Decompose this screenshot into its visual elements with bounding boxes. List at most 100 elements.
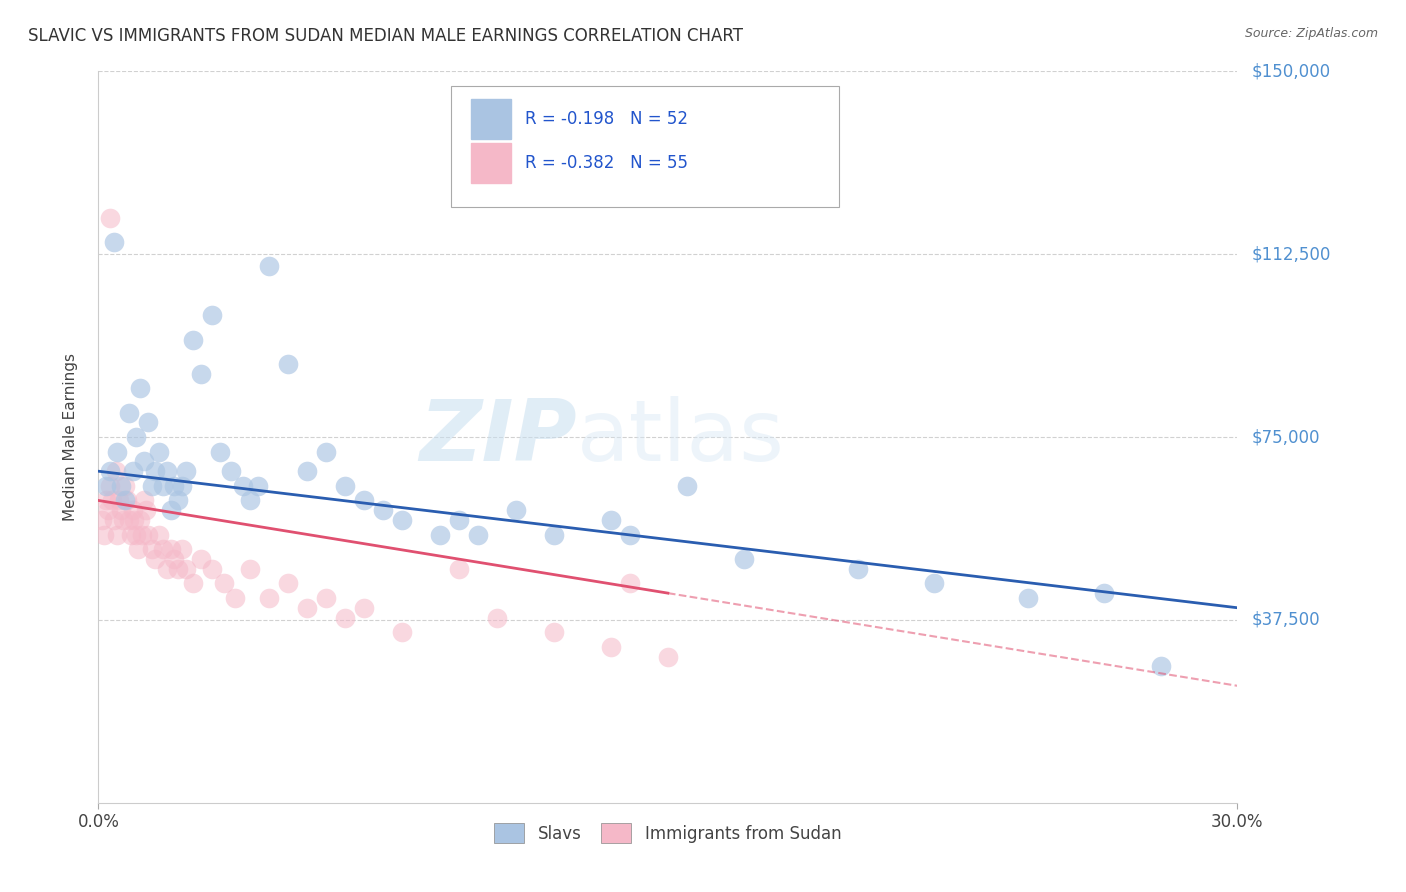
Text: atlas: atlas (576, 395, 785, 479)
Text: $150,000: $150,000 (1251, 62, 1330, 80)
Point (136, 527, 159, 541)
Point (259, 591, 281, 605)
Point (1150, 659, 1173, 673)
Point (447, 562, 470, 576)
Point (163, 552, 186, 566)
Point (190, 552, 212, 566)
Point (145, 464, 167, 478)
Point (132, 493, 155, 508)
Point (183, 576, 205, 591)
Point (120, 527, 142, 541)
Point (141, 479, 163, 493)
Point (115, 493, 138, 508)
Point (353, 493, 375, 508)
Point (112, 513, 135, 527)
Point (118, 513, 141, 527)
Point (125, 430, 148, 444)
Point (104, 464, 127, 478)
Point (922, 576, 945, 591)
Point (391, 513, 413, 527)
Point (297, 464, 319, 478)
Point (152, 542, 174, 557)
Text: SLAVIC VS IMMIGRANTS FROM SUDAN MEDIAN MALE EARNINGS CORRELATION CHART: SLAVIC VS IMMIGRANTS FROM SUDAN MEDIAN M… (28, 27, 744, 45)
Point (167, 562, 190, 576)
Point (91, 513, 114, 527)
Point (676, 479, 699, 493)
Point (371, 503, 394, 517)
Point (259, 260, 281, 274)
Point (224, 591, 246, 605)
Point (93, 527, 115, 541)
Point (239, 493, 262, 508)
Point (148, 527, 170, 541)
Point (110, 503, 132, 517)
Bar (471, 143, 510, 183)
Bar (471, 99, 510, 139)
Point (100, 493, 122, 508)
Point (141, 542, 163, 557)
Point (135, 503, 157, 517)
Point (277, 576, 299, 591)
Point (543, 625, 565, 640)
Point (733, 552, 755, 566)
FancyBboxPatch shape (451, 86, 839, 207)
Point (600, 513, 623, 527)
Point (1018, 591, 1040, 605)
Point (201, 308, 224, 322)
Point (391, 625, 413, 640)
Point (447, 513, 470, 527)
Point (297, 600, 319, 615)
Point (159, 542, 181, 557)
Point (846, 562, 869, 576)
Point (103, 235, 125, 249)
Point (1094, 586, 1116, 600)
Point (239, 562, 262, 576)
Text: $75,000: $75,000 (1251, 428, 1320, 446)
Point (125, 527, 148, 541)
Point (167, 493, 190, 508)
Point (156, 464, 179, 478)
Point (315, 444, 337, 458)
Point (124, 513, 146, 527)
Point (467, 527, 489, 541)
Point (221, 464, 243, 478)
Point (127, 542, 149, 557)
Point (190, 367, 212, 381)
Text: $112,500: $112,500 (1251, 245, 1330, 263)
Text: $37,500: $37,500 (1251, 611, 1320, 629)
Point (156, 562, 179, 576)
Point (619, 576, 641, 591)
Point (145, 552, 167, 566)
Point (129, 513, 152, 527)
Point (98, 211, 121, 225)
Point (159, 503, 181, 517)
Point (174, 464, 197, 478)
Point (94, 479, 117, 493)
Point (118, 406, 141, 420)
Point (114, 479, 136, 493)
Legend: Slavs, Immigrants from Sudan: Slavs, Immigrants from Sudan (488, 817, 848, 849)
Point (152, 479, 174, 493)
Point (108, 493, 131, 508)
Point (183, 333, 205, 347)
Point (121, 503, 143, 517)
Point (335, 610, 357, 624)
Y-axis label: Median Male Earnings: Median Male Earnings (63, 353, 77, 521)
Point (246, 479, 269, 493)
Point (543, 527, 565, 541)
Point (98, 479, 121, 493)
Text: Source: ZipAtlas.com: Source: ZipAtlas.com (1244, 27, 1378, 40)
Point (98, 464, 121, 478)
Point (657, 649, 679, 664)
Text: R = -0.382   N = 55: R = -0.382 N = 55 (526, 153, 689, 172)
Text: R = -0.198   N = 52: R = -0.198 N = 52 (526, 110, 689, 128)
Point (619, 527, 641, 541)
Point (110, 479, 132, 493)
Point (212, 576, 235, 591)
Text: ZIP: ZIP (419, 395, 576, 479)
Point (131, 527, 153, 541)
Point (600, 640, 623, 654)
Point (170, 542, 193, 557)
Point (201, 562, 224, 576)
Point (429, 527, 451, 541)
